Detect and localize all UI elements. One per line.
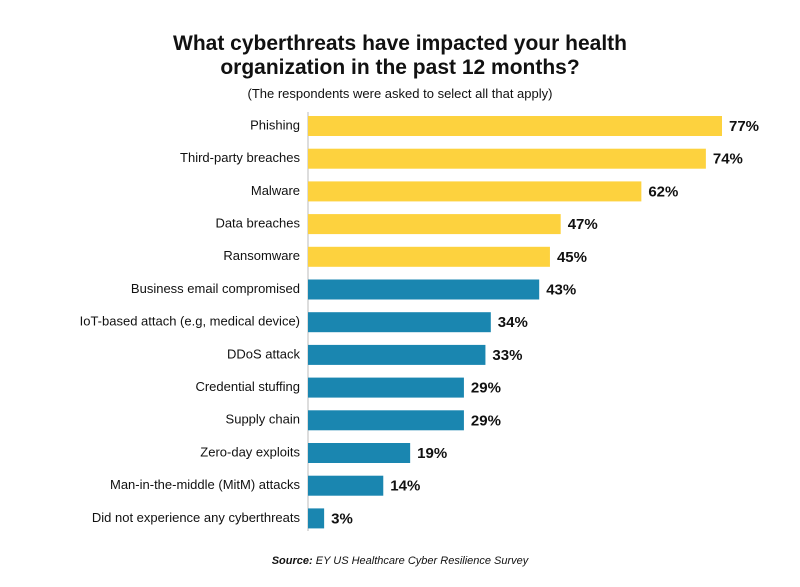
value-label: 14%	[390, 478, 420, 495]
value-label: 47%	[568, 216, 598, 233]
category-label: Malware	[251, 183, 300, 198]
category-label: Supply chain	[226, 412, 300, 427]
source-label: Source:	[271, 555, 313, 567]
bar	[308, 279, 540, 300]
chart-title: What cyberthreats have impacted your hea…	[173, 32, 627, 79]
category-label: Ransomware	[223, 248, 300, 263]
category-label: DDoS attack	[227, 346, 300, 361]
value-label: 77%	[729, 118, 759, 135]
value-label: 19%	[417, 445, 447, 462]
value-label: 62%	[648, 183, 678, 200]
bar	[308, 116, 722, 136]
category-label: Phishing	[250, 117, 300, 132]
bar	[308, 181, 642, 202]
category-label: Business email compromised	[131, 281, 300, 296]
value-label: 74%	[713, 151, 743, 168]
bar	[308, 312, 491, 333]
bar	[308, 410, 464, 431]
source-text: EY US Healthcare Cyber Resilience Survey	[315, 555, 529, 567]
bar	[308, 443, 411, 463]
value-label: 33%	[492, 347, 522, 364]
value-label: 29%	[471, 412, 501, 429]
value-label: 43%	[546, 281, 576, 298]
bar	[308, 344, 486, 365]
category-label: IoT-based attach (e.g, medical device)	[80, 314, 300, 329]
value-label: 3%	[331, 510, 353, 527]
bar	[308, 475, 384, 496]
category-label: Did not experience any cyberthreats	[92, 510, 301, 525]
category-label: Man-in-the-middle (MitM) attacks	[110, 477, 300, 492]
value-label: 34%	[498, 314, 528, 331]
category-label: Zero-day exploits	[200, 444, 300, 459]
category-label: Data breaches	[215, 216, 300, 231]
value-label: 29%	[471, 380, 501, 397]
source-note: Source: EY US Healthcare Cyber Resilienc…	[0, 555, 800, 567]
category-label: Third-party breaches	[180, 150, 300, 165]
chart-subtitle: (The respondents were asked to select al…	[247, 86, 553, 101]
category-label: Credential stuffing	[195, 379, 300, 394]
bar	[308, 377, 464, 398]
bar	[308, 148, 706, 169]
value-label: 45%	[557, 249, 587, 266]
bar	[308, 508, 325, 529]
bar	[308, 246, 550, 267]
bar	[308, 214, 561, 235]
